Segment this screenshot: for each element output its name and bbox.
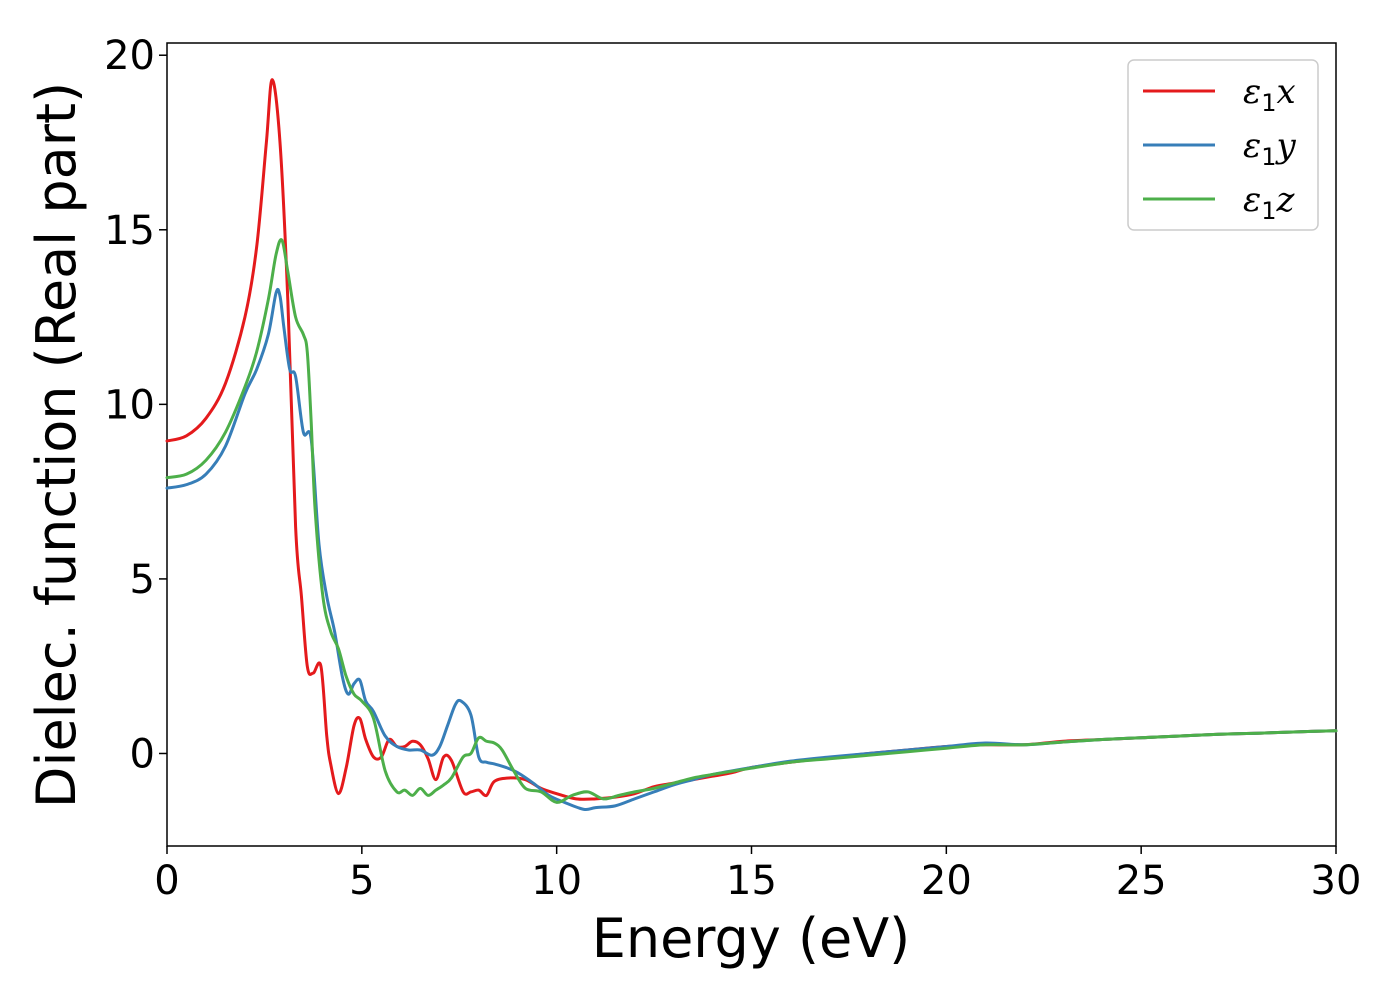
- x-tick-label: 10: [531, 858, 582, 904]
- y-tick-label: 0: [130, 731, 155, 777]
- y-axis-ticks: 0 5 10 15 20: [104, 33, 167, 777]
- legend-subscript: 1: [1261, 89, 1276, 117]
- y-axis-title: Dielec. function (Real part): [25, 82, 88, 808]
- y-tick-label: 20: [104, 33, 155, 79]
- legend-axis: z: [1276, 180, 1296, 220]
- legend-axis: y: [1275, 126, 1297, 166]
- legend-symbol: ε: [1243, 180, 1261, 220]
- x-tick-label: 25: [1116, 858, 1167, 904]
- x-tick-label: 30: [1311, 858, 1362, 904]
- x-axis-ticks: 0 5 10 15 20 25 30: [154, 846, 1361, 904]
- y-tick-label: 5: [130, 557, 155, 603]
- legend-label-y: ε1y: [1243, 126, 1297, 171]
- legend-symbol: ε: [1243, 126, 1261, 166]
- legend-label-z: ε1z: [1243, 180, 1296, 225]
- y-tick-label: 15: [104, 208, 155, 254]
- series-layer: [165, 78, 1338, 812]
- x-tick-label: 15: [726, 858, 777, 904]
- y-tick-label: 10: [104, 382, 155, 428]
- series-line-y: [165, 287, 1338, 812]
- series-line-z: [165, 238, 1338, 804]
- legend-label-x: ε1x: [1243, 72, 1296, 117]
- legend-subscript: 1: [1261, 197, 1276, 225]
- legend-symbol: ε: [1243, 72, 1261, 112]
- x-axis-title: Energy (eV): [592, 907, 911, 970]
- x-tick-label: 5: [349, 858, 374, 904]
- legend-subscript: 1: [1261, 143, 1276, 171]
- legend-box: [1127, 59, 1319, 231]
- x-tick-label: 0: [154, 858, 179, 904]
- x-tick-label: 20: [921, 858, 972, 904]
- legend-axis: x: [1277, 72, 1296, 112]
